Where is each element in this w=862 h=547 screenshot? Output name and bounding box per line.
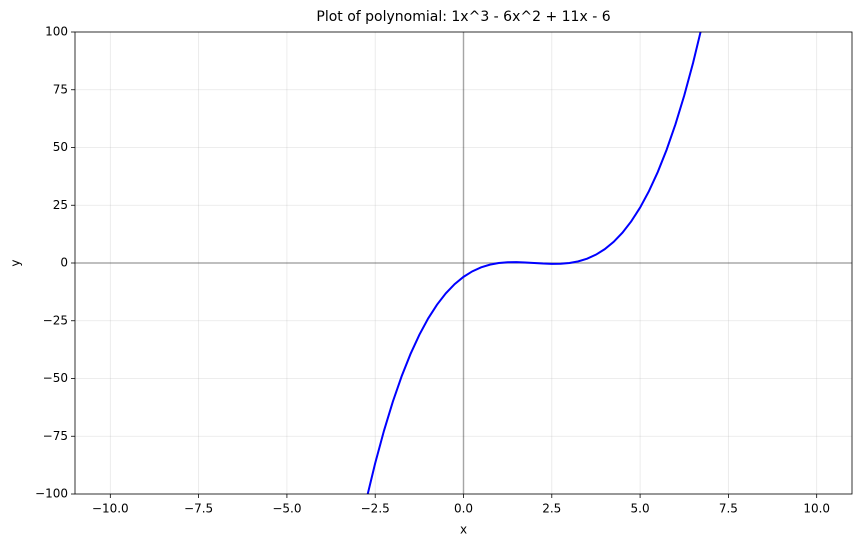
y-tick-label: −25 — [43, 313, 68, 327]
x-tick-label: 5.0 — [631, 502, 650, 516]
y-tick-label: −75 — [43, 429, 68, 443]
y-tick-label: 50 — [53, 140, 68, 154]
x-axis-label: x — [460, 523, 467, 537]
y-tick-label: 25 — [53, 198, 68, 212]
y-tick-label: 75 — [53, 82, 68, 96]
x-tick-label: −5.0 — [272, 502, 301, 516]
y-tick-label: −100 — [35, 487, 68, 501]
y-tick-label: 100 — [45, 25, 68, 39]
x-tick-label: 7.5 — [719, 502, 738, 516]
y-tick-label: −50 — [43, 371, 68, 385]
x-tick-label: −2.5 — [361, 502, 390, 516]
plot-area — [366, 32, 702, 494]
y-axis-label: y — [9, 259, 23, 266]
x-tick-label: 0.0 — [454, 502, 473, 516]
x-tick-label: 2.5 — [542, 502, 561, 516]
y-tick-label: 0 — [60, 256, 68, 270]
x-tick-label: −7.5 — [184, 502, 213, 516]
x-tick-label: −10.0 — [92, 502, 129, 516]
chart-title: Plot of polynomial: 1x^3 - 6x^2 + 11x - … — [316, 9, 610, 25]
data-line — [366, 32, 702, 494]
x-tick-label: 10.0 — [803, 502, 830, 516]
plot-frame — [74, 31, 853, 495]
